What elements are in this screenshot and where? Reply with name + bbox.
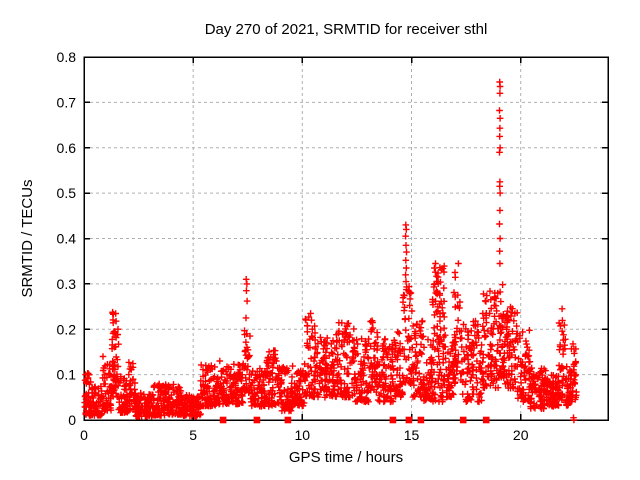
y-tick-label: 0.7 (57, 94, 77, 110)
x-tick-label: 20 (513, 427, 529, 443)
y-axis-label: SRMTID / TECUs (19, 179, 36, 297)
y-tick-label: 0.4 (57, 231, 77, 247)
grid-lines (84, 57, 608, 420)
flag-square (253, 416, 261, 424)
chart-title: Day 270 of 2021, SRMTID for receiver sth… (204, 21, 488, 38)
flag-square (482, 416, 490, 424)
x-tick-label: 0 (80, 427, 88, 443)
x-tick-label: 15 (404, 427, 420, 443)
flag-square (417, 416, 425, 424)
x-tick-label: 10 (295, 427, 311, 443)
flag-square-markers (219, 416, 490, 424)
x-tick-labels: 0 5 10 15 20 (80, 427, 529, 443)
flag-square (284, 416, 292, 424)
y-tick-label: 0.6 (57, 140, 77, 156)
flag-square (405, 416, 413, 424)
flag-square (219, 416, 227, 424)
scatter-points (81, 78, 580, 424)
y-tick-label: 0.2 (57, 321, 77, 337)
y-tick-label: 0.5 (57, 185, 77, 201)
x-tick-label: 5 (189, 427, 197, 443)
y-tick-label: 0 (68, 412, 76, 428)
y-tick-label: 0.3 (57, 276, 77, 292)
y-tick-label: 0.8 (57, 49, 77, 65)
flag-square (459, 416, 467, 424)
flag-square (389, 416, 397, 424)
y-tick-labels: 0 0.1 0.2 0.3 0.4 0.5 0.6 0.7 0.8 (57, 49, 77, 428)
x-axis-label: GPS time / hours (289, 449, 403, 466)
y-tick-label: 0.1 (57, 367, 77, 383)
